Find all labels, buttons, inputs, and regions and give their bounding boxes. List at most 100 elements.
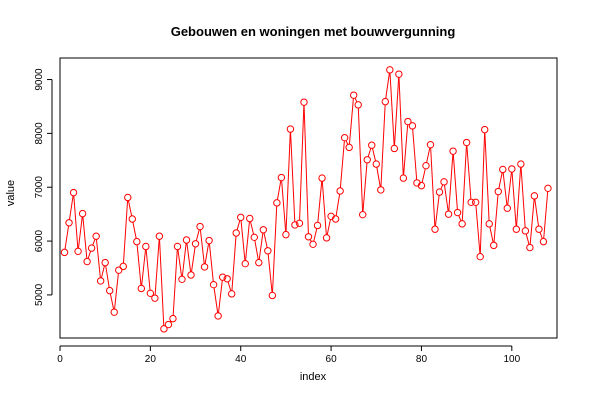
line-segment <box>390 73 394 145</box>
line-segment <box>427 148 430 163</box>
data-point <box>387 67 393 73</box>
line-segment <box>155 239 159 295</box>
line-segment <box>78 217 82 248</box>
line-segment <box>128 201 131 216</box>
data-point <box>79 210 85 216</box>
data-point <box>260 227 266 233</box>
data-point <box>88 245 94 251</box>
line-segment <box>264 233 267 248</box>
line-segment <box>467 146 471 199</box>
data-point <box>134 238 140 244</box>
data-point <box>341 134 347 140</box>
data-point <box>504 205 510 211</box>
data-point <box>445 211 451 217</box>
data-point <box>111 309 117 315</box>
data-point <box>269 292 275 298</box>
data-point <box>278 174 284 180</box>
data-point <box>174 243 180 249</box>
line-segment <box>70 196 74 220</box>
data-point <box>522 228 528 234</box>
line-segment <box>277 181 280 200</box>
data-point <box>125 194 131 200</box>
x-tick-label: 40 <box>235 354 247 365</box>
data-point <box>472 199 478 205</box>
data-point <box>152 295 158 301</box>
line-segment <box>133 222 136 238</box>
data-point <box>61 249 67 255</box>
line-segment <box>88 251 90 258</box>
data-point <box>170 315 176 321</box>
line-segment <box>395 77 399 145</box>
data-point <box>188 272 194 278</box>
data-point <box>396 71 402 77</box>
line-segment <box>246 222 250 261</box>
data-point <box>287 126 293 132</box>
line-segment <box>503 173 507 205</box>
line-segment <box>377 167 380 187</box>
line-segment <box>251 222 254 235</box>
line-segment <box>476 205 480 253</box>
x-axis-label: index <box>300 371 327 383</box>
y-tick-label: 6000 <box>34 230 45 253</box>
x-tick-label: 0 <box>57 354 63 365</box>
data-point <box>346 144 352 150</box>
data-point <box>129 216 135 222</box>
line-segment <box>232 236 236 290</box>
line-segment <box>435 195 439 226</box>
data-point <box>84 258 90 264</box>
line-segment <box>462 146 466 221</box>
data-point <box>427 141 433 147</box>
line-segment <box>540 232 542 238</box>
line-segment <box>346 141 348 145</box>
y-tick-label: 8000 <box>34 122 45 145</box>
data-point <box>228 291 234 297</box>
line-segment <box>191 247 195 272</box>
data-point <box>156 233 162 239</box>
line-segment <box>178 250 182 277</box>
data-point <box>423 162 429 168</box>
data-point <box>197 223 203 229</box>
line-segment <box>349 98 353 144</box>
x-tick-label: 20 <box>145 354 157 365</box>
data-point <box>210 281 216 287</box>
line-segment <box>480 133 484 254</box>
line-segment <box>259 233 263 260</box>
line-segment <box>413 129 417 180</box>
data-point <box>183 237 189 243</box>
data-point <box>102 259 108 265</box>
data-point <box>509 166 515 172</box>
y-tick-label: 9000 <box>34 68 45 91</box>
line-segment <box>358 108 362 211</box>
line-segment <box>74 196 78 248</box>
line-segment <box>336 194 339 216</box>
y-tick-label: 5000 <box>34 283 45 306</box>
line-segment <box>228 282 231 291</box>
line-segment <box>314 229 317 242</box>
line-segment <box>459 216 461 221</box>
data-point <box>477 253 483 259</box>
data-point <box>441 179 447 185</box>
data-point <box>495 188 501 194</box>
line-segment <box>386 73 390 98</box>
line-segment <box>530 199 534 244</box>
line-segment <box>255 240 258 259</box>
line-segment <box>291 132 295 221</box>
line-segment <box>137 245 141 285</box>
data-point <box>527 244 533 250</box>
data-point <box>215 313 221 319</box>
line-segment <box>508 172 512 205</box>
data-point <box>143 243 149 249</box>
data-point <box>500 166 506 172</box>
data-point <box>450 148 456 154</box>
x-tick-label: 100 <box>503 354 520 365</box>
data-point <box>378 187 384 193</box>
line-segment <box>449 154 453 211</box>
data-point <box>66 220 72 226</box>
data-point <box>93 233 99 239</box>
data-point <box>107 287 113 293</box>
data-point <box>70 189 76 195</box>
data-point <box>400 175 406 181</box>
line-segment <box>517 167 521 226</box>
